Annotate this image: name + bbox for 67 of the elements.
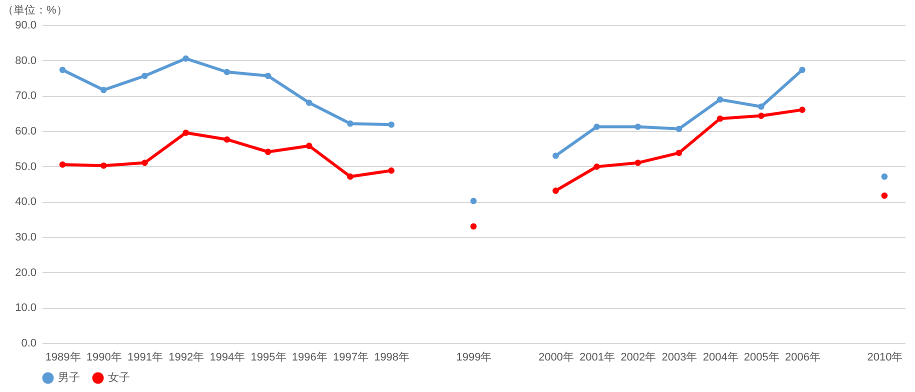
point xyxy=(552,188,559,194)
point xyxy=(716,96,724,103)
point xyxy=(470,198,477,204)
point xyxy=(758,103,764,110)
point xyxy=(306,100,312,106)
point xyxy=(470,223,477,230)
y-axis-title: （単位：%） xyxy=(2,4,68,16)
point xyxy=(594,124,600,130)
point xyxy=(59,161,66,168)
point xyxy=(182,55,189,62)
point xyxy=(264,72,272,80)
y-tick-label: 50.0 xyxy=(15,160,36,173)
y-tick-label: 10.0 xyxy=(15,302,36,314)
y-tick-label: 40.0 xyxy=(15,196,36,208)
x-tick-label: 1994年 xyxy=(210,352,246,364)
legend-label: 男子 xyxy=(58,372,80,384)
point xyxy=(881,192,888,199)
point xyxy=(881,173,888,180)
x-tick-label: 1998年 xyxy=(374,352,410,364)
x-tick-label: 1989年 xyxy=(45,352,81,364)
x-tick-label: 1996年 xyxy=(292,352,328,364)
point xyxy=(716,115,724,122)
point xyxy=(388,121,394,128)
x-tick-label: 2010年 xyxy=(867,352,903,364)
x-tick-label: 1995年 xyxy=(250,352,286,364)
x-tick-label: 1992年 xyxy=(168,352,204,364)
x-tick-label: 2002年 xyxy=(620,352,656,364)
point xyxy=(59,66,66,74)
y-tick-label: 20.0 xyxy=(15,266,36,279)
x-tick-label: 1999年 xyxy=(456,352,492,364)
point xyxy=(347,173,354,180)
point xyxy=(388,167,394,174)
x-tick-label: 1991年 xyxy=(127,352,163,364)
x-tick-label: 2005年 xyxy=(744,352,780,364)
point xyxy=(224,68,230,76)
x-tick-label: 2003年 xyxy=(662,352,698,364)
x-tick-label: 1997年 xyxy=(332,352,368,364)
y-tick-label: 70.0 xyxy=(15,90,36,102)
point xyxy=(100,162,107,169)
y-tick-label: 60.0 xyxy=(15,126,36,138)
point xyxy=(799,66,806,74)
point xyxy=(142,72,148,80)
legend-label: 女子 xyxy=(108,372,130,384)
point xyxy=(264,148,272,155)
point xyxy=(676,126,682,132)
point xyxy=(100,86,107,94)
y-tick-label: 90.0 xyxy=(15,20,36,32)
y-tick-label: 30.0 xyxy=(15,232,36,244)
point xyxy=(552,152,559,159)
point xyxy=(182,130,189,136)
point xyxy=(224,136,230,143)
point xyxy=(347,120,354,127)
point xyxy=(142,160,148,166)
point xyxy=(306,142,312,149)
x-tick-label: 2001年 xyxy=(580,352,616,364)
point xyxy=(799,106,806,113)
x-tick-label: 2000年 xyxy=(538,352,574,364)
point xyxy=(758,112,764,119)
y-tick-label: 0.0 xyxy=(21,338,36,350)
point xyxy=(634,124,642,130)
y-tick-label: 80.0 xyxy=(15,54,36,67)
point xyxy=(634,160,642,166)
point xyxy=(594,164,600,170)
x-tick-label: 1990年 xyxy=(86,352,122,364)
x-tick-label: 2004年 xyxy=(702,352,738,364)
point xyxy=(676,150,682,156)
x-tick-label: 2006年 xyxy=(785,352,821,364)
